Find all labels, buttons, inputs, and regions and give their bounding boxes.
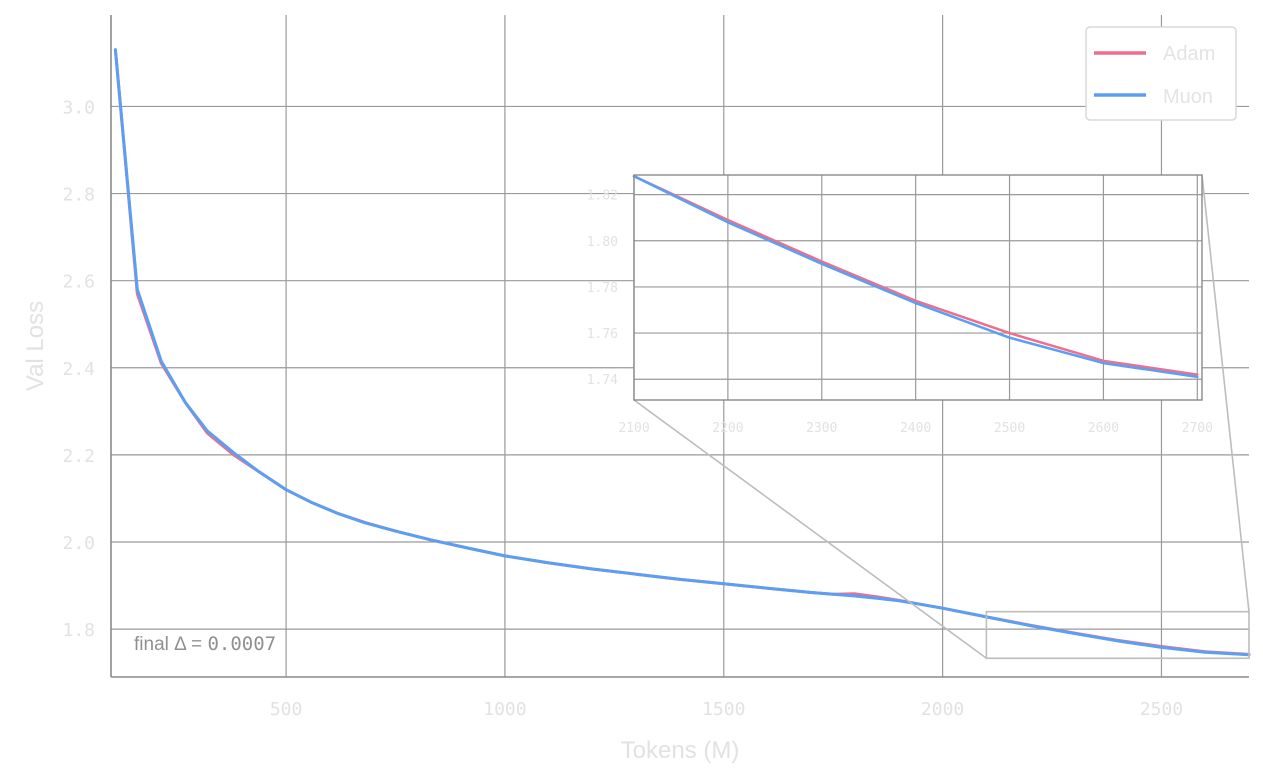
inset-series-line-adam	[632, 174, 1199, 376]
x-tick-2000: 2000	[921, 699, 964, 720]
inset-x-tick-2300: 2300	[806, 421, 837, 436]
series-line-muon	[113, 48, 1251, 657]
y-tick-3-0: 3.0	[62, 97, 95, 118]
y-tick-2-0: 2.0	[62, 533, 95, 554]
legend-box	[1085, 26, 1237, 121]
inset-x-tick-2200: 2200	[712, 421, 743, 436]
inset-x-tick-labels: 2100 2200 2300 2400 2500 2600 2700	[618, 421, 1213, 436]
y-tick-labels: 1.8 2.0 2.2 2.4 2.6 2.8 3.0	[62, 97, 95, 641]
zoom-indicator	[633, 174, 1250, 660]
inset-y-tick-1-80: 1.80	[587, 235, 618, 250]
inset-y-tick-1-74: 1.74	[587, 373, 618, 388]
x-tick-2500: 2500	[1140, 699, 1183, 720]
main-series-group	[113, 48, 1251, 657]
legend: Adam Muon	[1085, 26, 1237, 121]
y-tick-2-2: 2.2	[62, 446, 95, 467]
inset-x-tick-2500: 2500	[994, 421, 1025, 436]
inset-frame	[633, 174, 1203, 401]
x-tick-labels: 500 1000 1500 2000 2500	[270, 699, 1183, 720]
inset-x-tick-2100: 2100	[618, 421, 649, 436]
zoom-connector-left	[633, 399, 987, 659]
inset-series-group	[632, 174, 1199, 379]
final-delta-prefix: final Δ =	[134, 634, 207, 655]
inset-x-tick-2700: 2700	[1182, 421, 1213, 436]
legend-label-muon: Muon	[1163, 86, 1213, 108]
y-tick-2-8: 2.8	[62, 185, 95, 206]
main-axes-frame	[110, 15, 1249, 678]
zoom-region-box	[985, 610, 1250, 660]
y-axis-label: Val Loss	[22, 301, 49, 391]
inset-x-tick-2400: 2400	[900, 421, 931, 436]
y-tick-1-8: 1.8	[62, 620, 95, 641]
legend-label-adam: Adam	[1163, 43, 1215, 65]
zoom-connector-right	[1201, 174, 1250, 612]
inset-y-tick-labels: 1.74 1.76 1.78 1.80 1.82	[587, 189, 618, 389]
x-axis-label: Tokens (M)	[621, 737, 740, 764]
x-tick-1500: 1500	[702, 699, 745, 720]
inset-y-tick-1-82: 1.82	[587, 189, 618, 204]
x-tick-500: 500	[270, 699, 303, 720]
inset-y-tick-1-78: 1.78	[587, 281, 618, 296]
final-delta-annotation: final Δ = 0.0007	[134, 633, 276, 655]
inset-series-line-muon	[632, 174, 1199, 379]
final-delta-value: 0.0007	[207, 633, 276, 655]
x-tick-1000: 1000	[483, 699, 526, 720]
y-tick-2-4: 2.4	[62, 359, 95, 380]
y-tick-2-6: 2.6	[62, 272, 95, 293]
inset-x-tick-2600: 2600	[1088, 421, 1119, 436]
inset-chart: 2100 2200 2300 2400 2500 2600 2700 1.741.761.7…	[587, 174, 1213, 436]
inset-y-tick-1-76: 1.76	[587, 327, 618, 342]
